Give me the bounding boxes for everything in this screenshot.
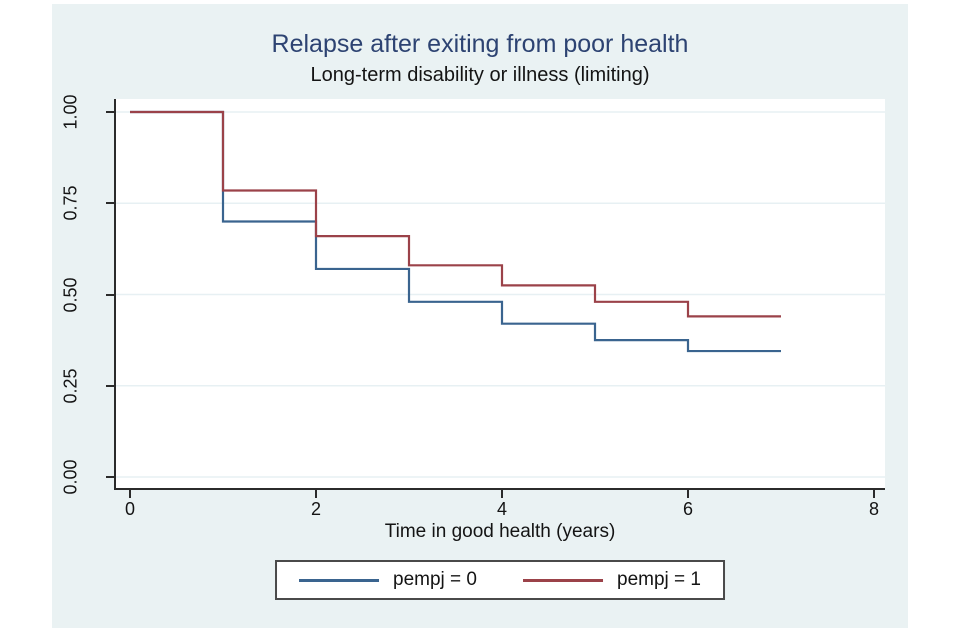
x-tick <box>129 490 131 498</box>
legend-line-sample <box>523 578 603 582</box>
y-tick-label: 0.50 <box>60 276 81 313</box>
y-axis-line <box>114 99 116 490</box>
legend-label: pempj = 1 <box>617 569 701 590</box>
plot-area <box>115 99 885 488</box>
series-line-pempj-1 <box>130 110 781 318</box>
y-tick <box>106 111 114 113</box>
x-axis-line <box>114 488 885 490</box>
x-axis-title: Time in good health (years) <box>384 521 616 542</box>
legend-entry: pempj = 0 <box>299 569 477 591</box>
x-tick-label: 0 <box>124 499 136 519</box>
x-tick-label: 6 <box>682 499 694 519</box>
y-tick <box>106 476 114 478</box>
figure-canvas: Relapse after exiting from poor health L… <box>52 4 908 628</box>
x-tick <box>873 490 875 498</box>
x-tick-label: 2 <box>310 499 322 519</box>
x-tick <box>315 490 317 498</box>
y-tick-label: 0.75 <box>60 185 81 221</box>
survival-step-chart <box>115 110 885 478</box>
legend-line-sample <box>299 578 380 582</box>
legend-entry: pempj = 1 <box>523 569 701 591</box>
y-tick-label: 0.25 <box>60 368 81 404</box>
y-tick <box>106 384 114 387</box>
y-tick <box>106 202 114 205</box>
y-tick-label: 0.00 <box>60 459 81 495</box>
x-tick-label: 8 <box>868 499 880 519</box>
legend: pempj = 0 pempj = 1 <box>275 560 725 600</box>
x-tick <box>501 490 503 498</box>
y-tick <box>106 293 114 296</box>
x-tick-label: 4 <box>496 499 508 519</box>
chart-title: Relapse after exiting from poor health <box>271 30 689 58</box>
x-tick <box>687 490 689 498</box>
chart-subtitle: Long-term disability or illness (limitin… <box>310 64 650 86</box>
series-line-pempj-0 <box>130 110 781 353</box>
legend-label: pempj = 0 <box>393 569 477 590</box>
y-tick-label: 1.00 <box>60 94 81 130</box>
